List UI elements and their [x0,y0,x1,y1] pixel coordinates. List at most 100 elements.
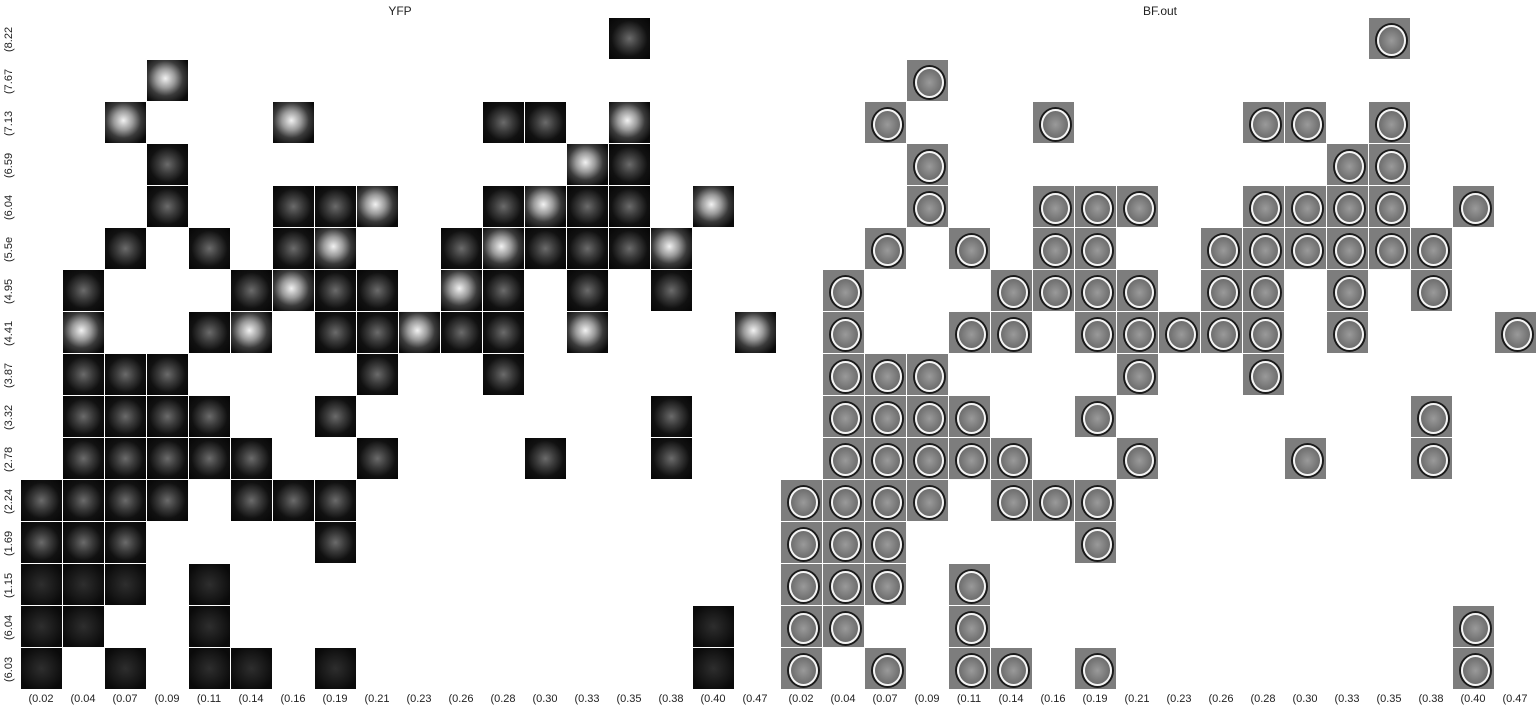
bfout-cell-tile [907,144,948,185]
bfout-col-label: (0.26 [1208,693,1234,705]
bfout-cell-tile [1075,522,1116,563]
segmented-cell-outline [1419,445,1448,476]
yfp-cell-tile [21,480,62,521]
row-label: (7.67 [3,68,15,94]
segmented-cell-outline [1083,487,1112,518]
segmented-cell-outline [915,151,944,182]
yfp-cell-tile [63,480,104,521]
yfp-cell-tile [147,480,188,521]
bfout-cell-tile [1495,312,1536,353]
segmented-cell-outline [1251,277,1280,308]
yfp-cell-tile [483,186,524,227]
yfp-cell-tile [357,312,398,353]
bfout-cell-tile [991,438,1032,479]
bfout-cell-tile [1075,312,1116,353]
bfout-cell-tile [907,60,948,101]
segmented-cell-outline [1041,235,1070,266]
bfout-cell-tile [1285,102,1326,143]
bfout-cell-tile [1285,438,1326,479]
segmented-cell-outline [1251,319,1280,350]
bfout-cell-tile [865,354,906,395]
segmented-cell-outline [873,109,902,140]
segmented-cell-outline [1125,193,1154,224]
yfp-col-label: (0.28 [490,693,516,705]
segmented-cell-outline [1125,445,1154,476]
bfout-cell-tile [1327,186,1368,227]
segmented-cell-outline [789,613,818,644]
bfout-cell-tile [1033,270,1074,311]
yfp-cell-tile [105,354,146,395]
segmented-cell-outline [999,277,1028,308]
segmented-cell-outline [957,445,986,476]
bfout-cell-tile [865,648,906,689]
segmented-cell-outline [1251,361,1280,392]
row-label: (6.03 [3,656,15,682]
segmented-cell-outline [1335,319,1364,350]
segmented-cell-outline [1377,193,1406,224]
segmented-cell-outline [999,319,1028,350]
yfp-cell-tile [231,312,272,353]
bfout-cell-tile [823,522,864,563]
bfout-cell-tile [949,648,990,689]
bfout-cell-tile [1285,186,1326,227]
segmented-cell-outline [957,571,986,602]
segmented-cell-outline [1461,655,1490,686]
bfout-cell-tile [781,564,822,605]
segmented-cell-outline [831,277,860,308]
segmented-cell-outline [999,487,1028,518]
yfp-cell-tile [63,564,104,605]
yfp-cell-tile [315,228,356,269]
bfout-cell-tile [1243,354,1284,395]
bfout-cell-tile [823,270,864,311]
yfp-cell-tile [315,480,356,521]
segmented-cell-outline [1041,277,1070,308]
segmented-cell-outline [1293,193,1322,224]
bfout-cell-tile [949,438,990,479]
segmented-cell-outline [873,655,902,686]
segmented-cell-outline [1251,235,1280,266]
yfp-cell-tile [231,270,272,311]
bfout-cell-tile [1075,186,1116,227]
bfout-col-label: (0.23 [1166,693,1192,705]
bfout-cell-tile [1243,312,1284,353]
bfout-cell-tile [1327,270,1368,311]
bfout-cell-tile [1075,270,1116,311]
yfp-cell-tile [21,522,62,563]
segmented-cell-outline [957,655,986,686]
bfout-col-label: (0.40 [1460,693,1486,705]
bfout-col-label: (0.30 [1292,693,1318,705]
bfout-cell-tile [865,438,906,479]
bfout-cell-tile [991,648,1032,689]
yfp-cell-tile [189,564,230,605]
yfp-col-label: (0.38 [658,693,684,705]
segmented-cell-outline [1083,403,1112,434]
yfp-cell-tile [315,186,356,227]
bfout-cell-tile [1201,270,1242,311]
row-label: (6.04 [3,194,15,220]
bfout-cell-tile [781,522,822,563]
row-label: (5.5e [3,236,15,262]
bfout-cell-tile [1369,186,1410,227]
bfout-col-label: (0.35 [1376,693,1402,705]
yfp-cell-tile [441,228,482,269]
bfout-cell-tile [865,564,906,605]
segmented-cell-outline [831,529,860,560]
yfp-cell-tile [273,228,314,269]
yfp-cell-tile [105,396,146,437]
yfp-cell-tile [189,438,230,479]
yfp-cell-tile [105,228,146,269]
segmented-cell-outline [873,445,902,476]
yfp-cell-tile [189,648,230,689]
yfp-col-label: (0.09 [154,693,180,705]
yfp-cell-tile [147,396,188,437]
bfout-cell-tile [1411,438,1452,479]
bfout-col-label: (0.07 [872,693,898,705]
segmented-cell-outline [1419,277,1448,308]
segmented-cell-outline [915,361,944,392]
row-label: (8.22 [3,26,15,52]
yfp-cell-tile [609,144,650,185]
bfout-cell-tile [865,480,906,521]
yfp-cell-tile [315,270,356,311]
segmented-cell-outline [831,487,860,518]
yfp-cell-tile [21,648,62,689]
